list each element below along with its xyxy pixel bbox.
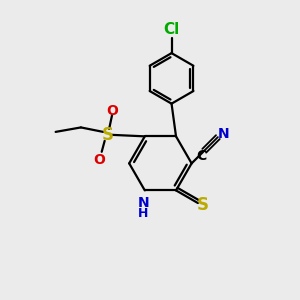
Text: N: N (218, 127, 229, 140)
Text: Cl: Cl (164, 22, 180, 37)
Text: S: S (102, 126, 114, 144)
Text: O: O (93, 152, 105, 167)
Text: O: O (106, 104, 118, 118)
Text: C: C (197, 149, 207, 163)
Text: N: N (137, 196, 149, 210)
Text: H: H (138, 207, 148, 220)
Text: S: S (197, 196, 209, 214)
